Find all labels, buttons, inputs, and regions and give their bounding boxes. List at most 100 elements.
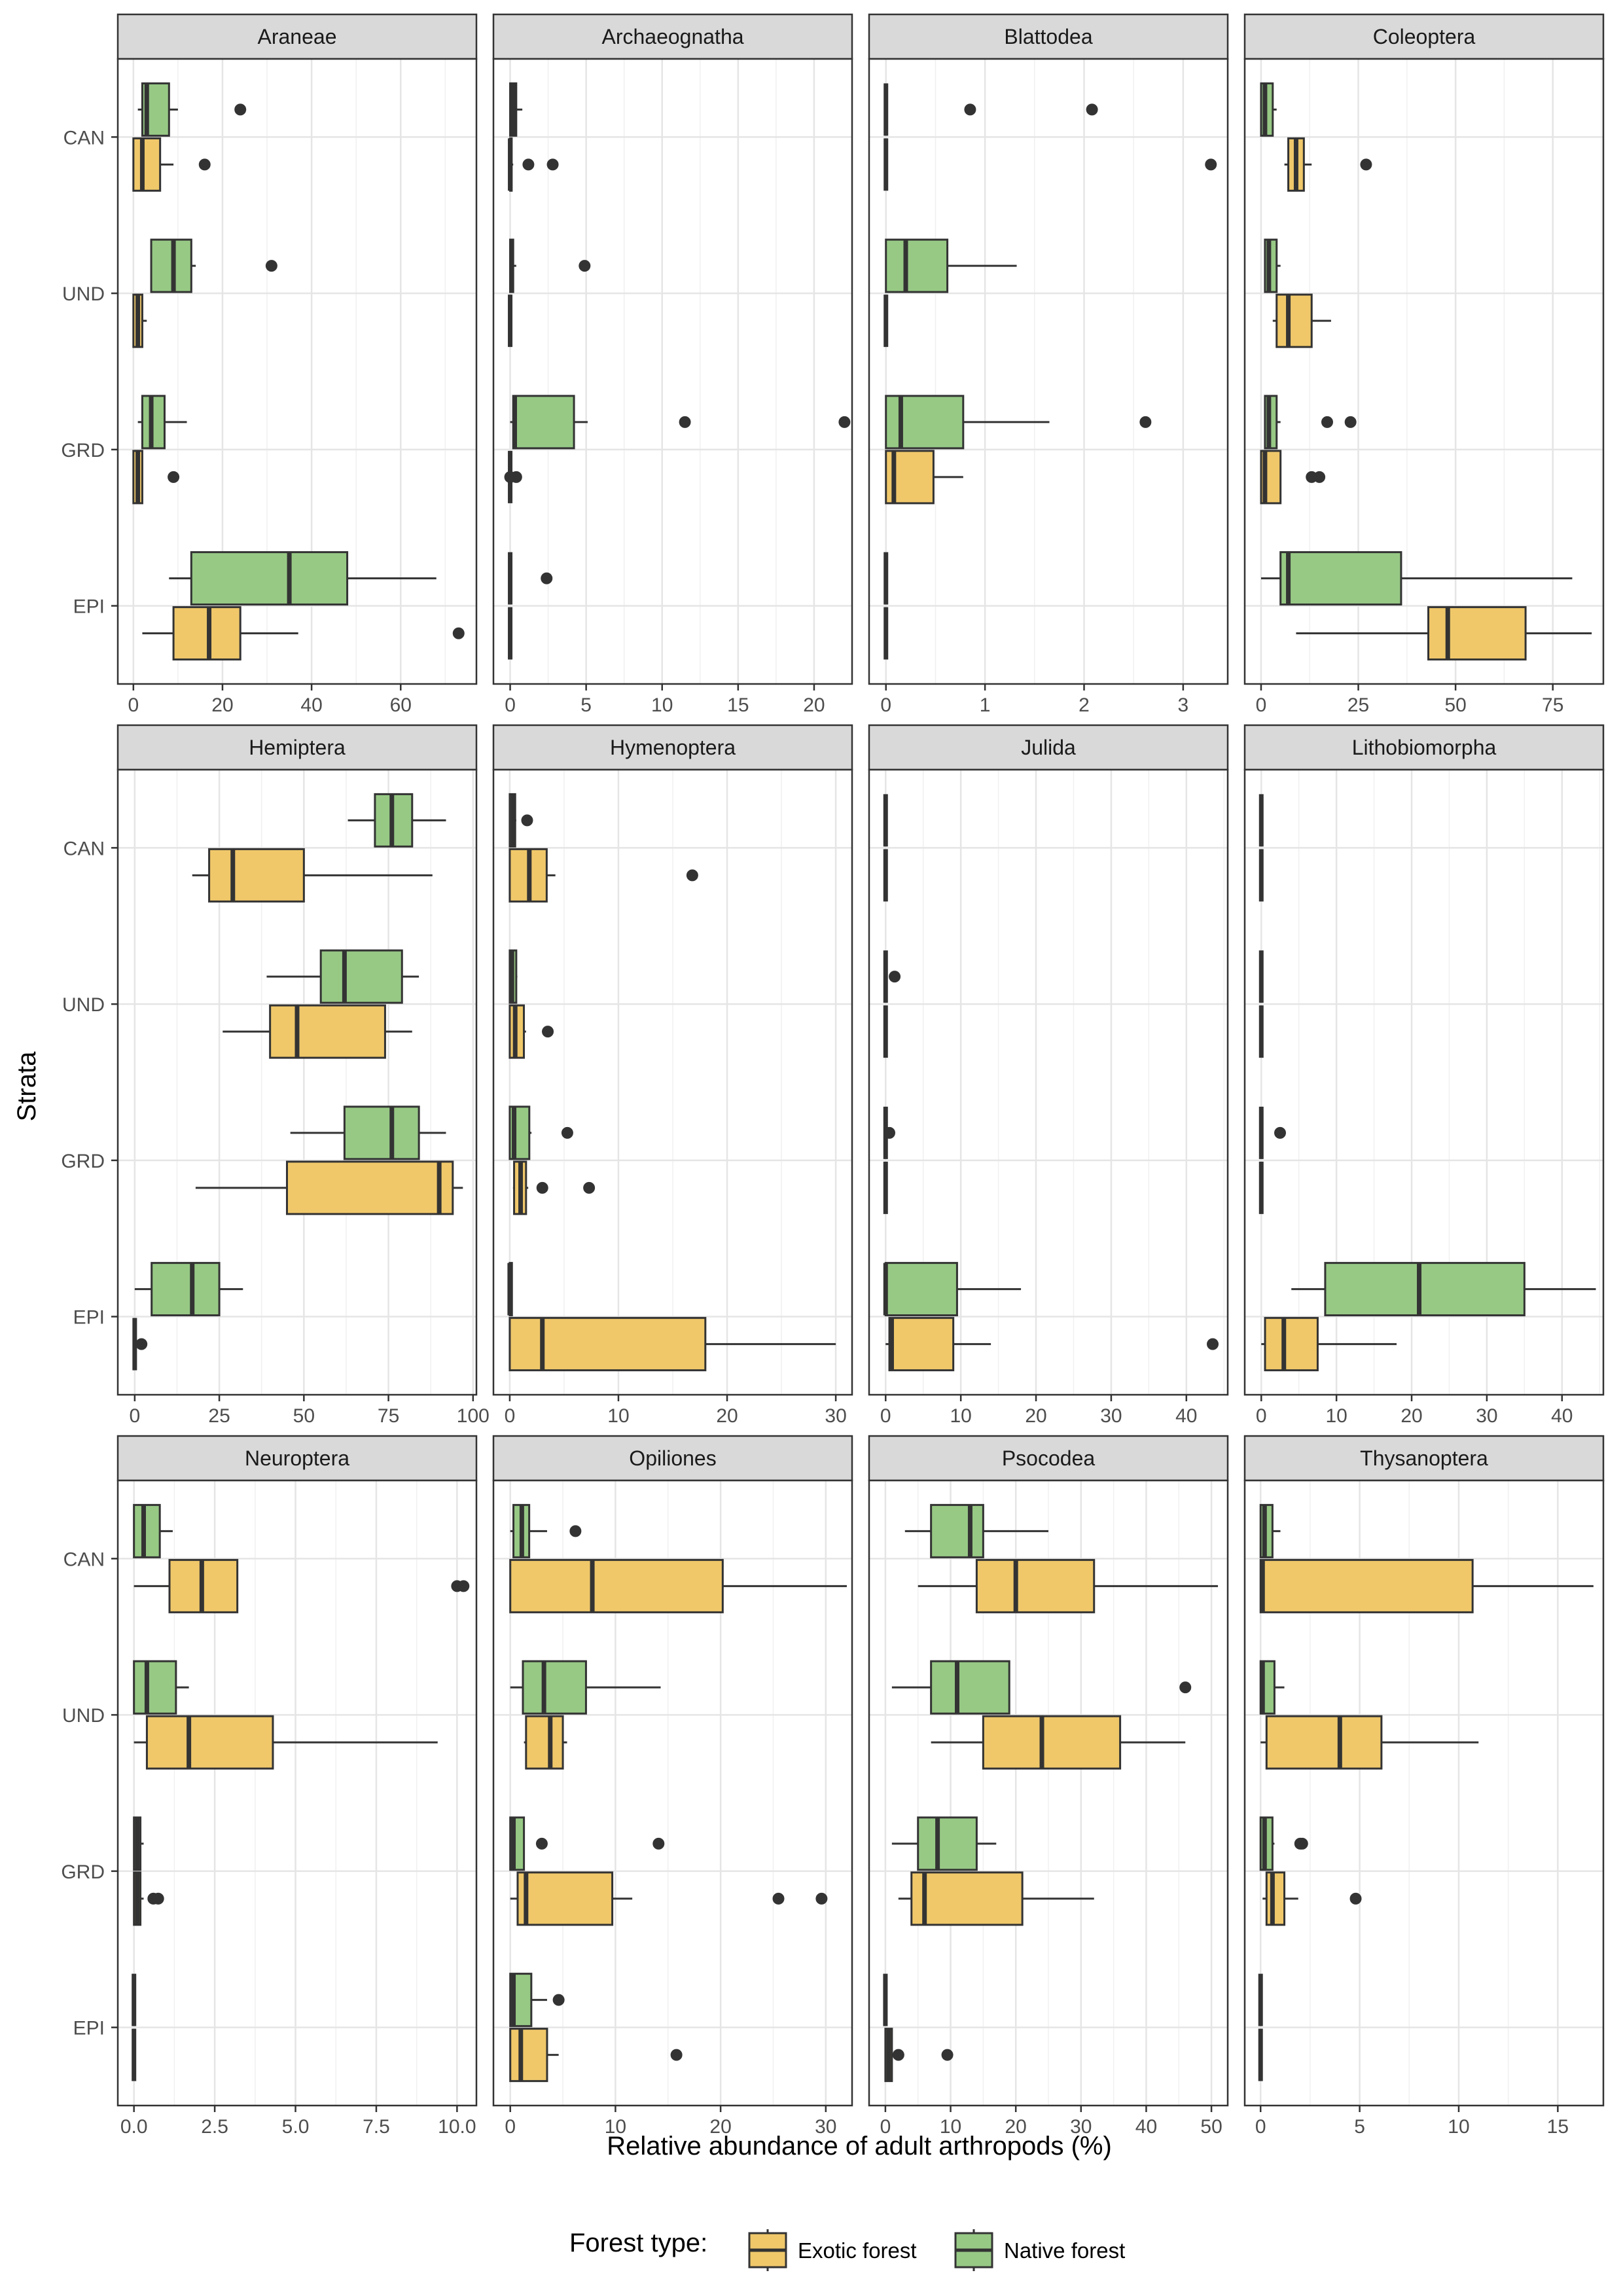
x-tick-label: 10 [940, 2116, 961, 2138]
iqr-box [525, 1715, 564, 1770]
box-can-exotic [509, 1558, 847, 1613]
outlier-point [772, 1892, 785, 1905]
box-grd-native [508, 1105, 573, 1160]
panel-border [116, 58, 478, 685]
legend-label-exotic: Exotic forest [798, 2238, 917, 2263]
panel-archaeognatha: Archaeognatha 0 5 10 15 20 [492, 13, 853, 716]
box-can-exotic [132, 137, 211, 192]
x-tick-label: 1 [980, 694, 991, 716]
outlier-point [1205, 158, 1217, 171]
iqr-box [885, 238, 949, 293]
strip-hymenoptera [492, 724, 853, 771]
x-tick-label: 10 [605, 2116, 626, 2138]
outlier-point [1207, 1338, 1219, 1350]
strip-julida [868, 724, 1229, 771]
box-epi-native [1291, 1262, 1596, 1317]
box-can-exotic [883, 138, 1217, 191]
x-tick-label: 10 [1325, 1405, 1347, 1427]
iqr-box [917, 1816, 978, 1871]
iqr-box [145, 1715, 274, 1770]
x-tick-label: 30 [1070, 2116, 1092, 2138]
box-grd-exotic [510, 1871, 828, 1926]
box-und-exotic [1260, 1715, 1479, 1770]
panel-border [1243, 1479, 1605, 2107]
legend-key-exotic: Exotic forest [748, 2229, 917, 2271]
x-tick-label: 0 [880, 1405, 891, 1427]
x-tick-label: 60 [390, 694, 412, 716]
box-grd-native [1258, 1106, 1286, 1159]
x-tick-label: 20 [1025, 1405, 1046, 1427]
outlier-point [536, 1181, 548, 1194]
panel-psocodea: Psocodea 0 10 20 30 40 50 [868, 1435, 1229, 2138]
outlier-point [670, 2049, 683, 2061]
box-can-native [509, 82, 523, 137]
panel-border [116, 1479, 478, 2107]
x-tick-label: 0 [880, 2116, 891, 2138]
panel-araneae: Araneae 0 20 40 60 CAN UND GRD EPI [61, 13, 478, 716]
outlier-point [1139, 416, 1152, 428]
x-tick-label: 20 [1400, 1405, 1422, 1427]
box-epi-native [507, 1262, 513, 1317]
box-can-native [510, 1503, 582, 1558]
x-tick-label: 2.5 [201, 2116, 228, 2138]
box-und-exotic [134, 1715, 438, 1770]
y-tick-label-und: UND [62, 994, 105, 1016]
panel-julida: Julida 0 10 20 30 40 [868, 724, 1229, 1427]
iqr-box [285, 1160, 454, 1215]
box-grd-native [1259, 1816, 1308, 1871]
box-grd-native [510, 395, 851, 450]
strip-hemiptera [116, 724, 478, 771]
strip-psocodea [868, 1435, 1229, 1482]
strip-thysanoptera [1243, 1435, 1605, 1482]
box-epi-exotic [1296, 606, 1592, 661]
x-tick-label: 20 [1005, 2116, 1026, 2138]
legend: Forest type: Exotic forest Native forest [569, 2229, 1125, 2271]
strip-araneae [116, 13, 478, 60]
box-grd-exotic [512, 1160, 596, 1215]
outlier-point [1274, 1126, 1286, 1139]
x-tick-label: 10 [651, 694, 673, 716]
box-grd-exotic [1262, 1871, 1362, 1926]
outlier-point [815, 1892, 828, 1905]
box-grd-native [891, 1816, 997, 1871]
strip-label-coleoptera: Coleoptera [1373, 25, 1476, 48]
outlier-point [892, 2049, 904, 2061]
box-grd-native [137, 395, 187, 450]
box-und-exotic [508, 1004, 554, 1059]
box-epi-exotic [509, 2028, 683, 2083]
x-tick-label: 25 [1347, 694, 1369, 716]
outlier-point [541, 572, 553, 584]
x-tick-label: 5 [580, 694, 592, 716]
outlier-point [838, 416, 851, 428]
x-tick-label: 10 [607, 1405, 629, 1427]
x-tick-label: 15 [1547, 2116, 1569, 2138]
box-can-exotic [918, 1558, 1219, 1613]
box-can-native [133, 1503, 173, 1558]
box-und-exotic [931, 1715, 1186, 1770]
x-tick-label: 50 [1444, 694, 1466, 716]
panel-neuroptera: Neuroptera 0.0 2.5 5.0 7.5 10.0 CAN UND GRD EPI [61, 1435, 478, 2138]
iqr-box [509, 2028, 548, 2083]
legend-key-native: Native forest [954, 2229, 1125, 2271]
outlier-point [1360, 158, 1372, 171]
iqr-box [508, 1317, 707, 1372]
box-can-native [348, 793, 446, 848]
panel-border [868, 1479, 1229, 2107]
box-can-exotic [192, 848, 433, 903]
outlier-point [561, 1126, 573, 1139]
box-epi-exotic [508, 1317, 836, 1372]
x-tick-label: 25 [208, 1405, 230, 1427]
iqr-box [1279, 551, 1402, 606]
legend-label-native: Native forest [1004, 2238, 1125, 2263]
x-tick-label: 30 [815, 2116, 836, 2138]
strip-label-archaeognatha: Archaeognatha [601, 25, 743, 48]
iqr-box [151, 1262, 221, 1317]
box-can-native [137, 82, 247, 137]
legend-title: Forest type: [569, 2229, 707, 2257]
panel-border [868, 58, 1229, 685]
y-axis-title: Strata [12, 1051, 41, 1121]
box-epi-exotic [142, 606, 465, 661]
y-tick-label-grd: GRD [61, 1861, 105, 1883]
